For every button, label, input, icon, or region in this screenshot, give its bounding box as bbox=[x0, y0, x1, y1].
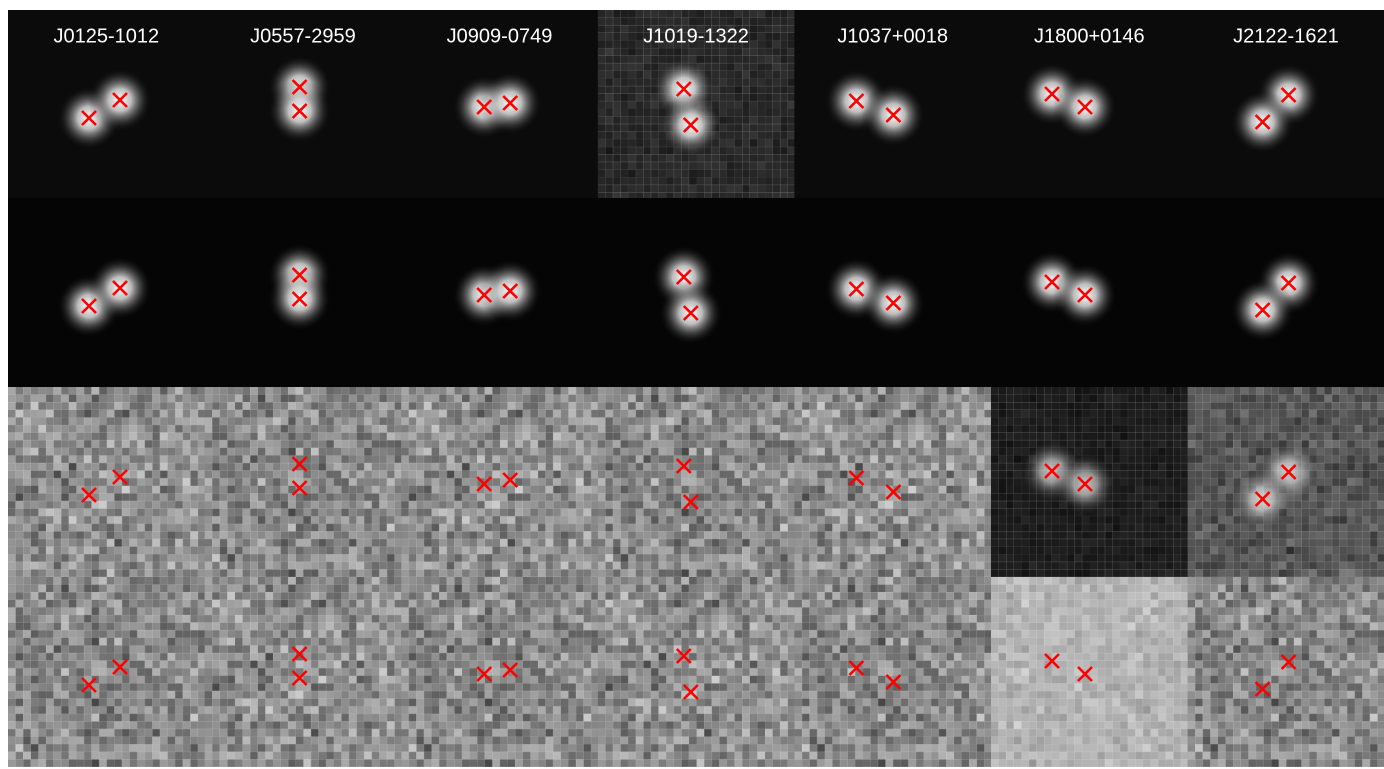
cutout-panel bbox=[794, 577, 991, 767]
cutout-panel: J0125-1012 bbox=[8, 10, 205, 198]
object-label: J1800+0146 bbox=[1034, 25, 1145, 47]
object-label: J1019-1322 bbox=[643, 25, 749, 47]
panel-background bbox=[401, 387, 598, 577]
cutout-panel bbox=[8, 577, 205, 767]
panel-background bbox=[598, 387, 795, 577]
cutout-panel: J1037+0018 bbox=[794, 10, 991, 198]
cutout-panel bbox=[598, 387, 795, 577]
cutout-panel bbox=[205, 577, 402, 767]
panel-background bbox=[205, 387, 402, 577]
cutout-panel bbox=[401, 577, 598, 767]
page: J0125-1012 J0557-2959 J0909-0749 J1019-1322… bbox=[0, 0, 1384, 769]
panel-background bbox=[598, 577, 795, 767]
object-label: J0909-0749 bbox=[447, 25, 553, 47]
panel-background bbox=[8, 577, 205, 767]
cutout-panel bbox=[8, 387, 205, 577]
panel-background bbox=[1188, 577, 1384, 767]
cutout-panel bbox=[401, 198, 598, 387]
cutout-panel bbox=[401, 387, 598, 577]
cutout-panel bbox=[991, 198, 1188, 387]
panel-background bbox=[401, 577, 598, 767]
cutout-panel bbox=[991, 387, 1188, 577]
panel-background bbox=[8, 387, 205, 577]
panel-background bbox=[991, 577, 1188, 767]
cutout-panel bbox=[991, 577, 1188, 767]
object-label: J0125-1012 bbox=[53, 25, 159, 47]
image-grid: J0125-1012 J0557-2959 J0909-0749 J1019-1322… bbox=[0, 0, 1384, 769]
object-label: J1037+0018 bbox=[837, 25, 948, 47]
cutout-panel bbox=[1188, 387, 1384, 577]
cutout-panel: J0557-2959 bbox=[205, 10, 402, 198]
cutout-panel bbox=[794, 387, 991, 577]
cutout-panel: J1019-1322 bbox=[598, 10, 795, 198]
object-label: J2122-1621 bbox=[1233, 25, 1339, 47]
cutout-panel bbox=[1188, 198, 1384, 387]
cutout-panel bbox=[794, 198, 991, 387]
cutout-panel: J0909-0749 bbox=[401, 10, 598, 198]
cutout-panel: J1800+0146 bbox=[991, 10, 1188, 198]
cutout-panel bbox=[205, 387, 402, 577]
object-label: J0557-2959 bbox=[250, 25, 356, 47]
cutout-panel bbox=[1188, 577, 1384, 767]
panel-background bbox=[205, 577, 402, 767]
cutout-panel bbox=[598, 198, 795, 387]
panel-background bbox=[794, 387, 991, 577]
cutout-panel: J2122-1621 bbox=[1188, 10, 1384, 198]
cutout-panel bbox=[598, 577, 795, 767]
cutout-panel bbox=[8, 198, 205, 387]
panel-background bbox=[794, 577, 991, 767]
cutout-panel bbox=[205, 198, 402, 387]
